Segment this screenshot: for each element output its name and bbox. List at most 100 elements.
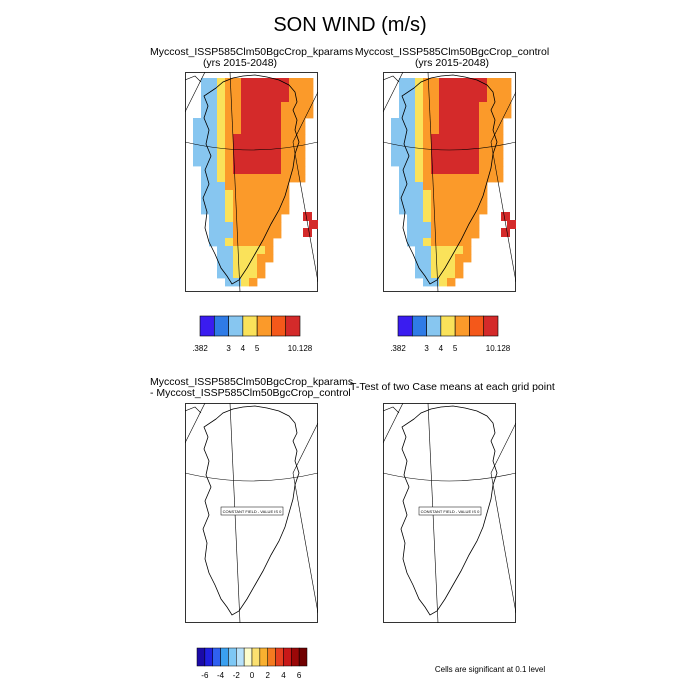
wind-cell	[217, 110, 226, 119]
wind-cell	[217, 254, 226, 263]
wind-cell	[447, 158, 456, 167]
wind-cell	[249, 238, 258, 247]
colorbar-box	[243, 647, 253, 667]
wind-cell	[257, 246, 266, 255]
colorbar-tick-label: 4	[281, 671, 286, 680]
wind-cell	[431, 110, 440, 119]
wind-cell	[225, 278, 234, 287]
wind-cell	[241, 230, 250, 239]
wind-cell	[289, 150, 298, 159]
colorbar-box	[251, 647, 261, 667]
wind-cell	[217, 118, 226, 127]
longitude-line	[490, 472, 516, 614]
wind-cell	[431, 206, 440, 215]
wind-cell	[193, 126, 202, 135]
wind-cell	[471, 94, 480, 103]
wind-cell	[407, 230, 416, 239]
wind-cell	[257, 94, 266, 103]
wind-cell	[225, 78, 234, 87]
wind-cell	[495, 158, 504, 167]
wind-cell	[249, 150, 258, 159]
wind-cell	[225, 214, 234, 223]
wind-cell	[241, 110, 250, 119]
wind-cell	[463, 102, 472, 111]
wind-cell	[209, 134, 218, 143]
wind-cell	[297, 110, 306, 119]
wind-cell	[447, 230, 456, 239]
wind-cell	[233, 150, 242, 159]
wind-cell	[257, 198, 266, 207]
wind-cell	[273, 150, 282, 159]
wind-cell	[225, 246, 234, 255]
wind-cell	[233, 262, 242, 271]
constant-field-label: CONSTANT FIELD - VALUE IS 0	[421, 509, 480, 514]
wind-cell	[217, 174, 226, 183]
wind-cell	[241, 246, 250, 255]
longitude-line	[292, 472, 318, 614]
wind-cell	[479, 198, 488, 207]
wind-cell	[463, 158, 472, 167]
wind-cell	[415, 246, 424, 255]
wind-cell	[391, 150, 400, 159]
colorbar-box	[220, 647, 229, 667]
wind-cell	[241, 278, 250, 287]
wind-cell	[455, 182, 464, 191]
wind-cell	[257, 206, 266, 215]
wind-cell	[471, 230, 480, 239]
wind-cell	[415, 238, 424, 247]
wind-cell	[281, 206, 290, 215]
wind-cell	[241, 78, 250, 87]
wind-cell	[217, 230, 226, 239]
wind-cell	[249, 142, 258, 151]
colorbar-box	[275, 647, 284, 667]
wind-cell	[431, 278, 440, 287]
wind-cell	[273, 166, 282, 175]
wind-cell	[463, 94, 472, 103]
wind-cell	[265, 94, 274, 103]
wind-cell	[447, 246, 456, 255]
wind-cell	[471, 78, 480, 87]
longitude-line	[185, 403, 206, 444]
wind-cell	[463, 126, 472, 135]
wind-cell	[241, 262, 250, 271]
wind-cell	[297, 86, 306, 95]
wind-cell	[249, 102, 258, 111]
wind-cell	[431, 270, 440, 279]
wind-cell	[415, 166, 424, 175]
colorbar-tick-label: 10.128	[288, 344, 313, 353]
wind-cell	[495, 134, 504, 143]
wind-cell	[407, 134, 416, 143]
wind-cell	[225, 262, 234, 271]
wind-cell	[423, 246, 432, 255]
map-panel-difference: CONSTANT FIELD - VALUE IS 0	[185, 403, 318, 623]
wind-cell	[487, 174, 496, 183]
panel-3-title-line1: Myccost_ISSP585Clm50BgcCrop_kparams	[150, 376, 354, 388]
wind-cell	[463, 174, 472, 183]
wind-cell	[201, 206, 210, 215]
wind-cell	[273, 222, 282, 231]
wind-cell	[273, 94, 282, 103]
wind-cell	[447, 270, 456, 279]
wind-cell	[257, 238, 266, 247]
wind-cell	[423, 222, 432, 231]
wind-cell	[471, 142, 480, 151]
greenland-coastline	[400, 74, 498, 285]
constant-field-box	[418, 506, 482, 516]
wind-cell	[249, 222, 258, 231]
wind-cell	[209, 206, 218, 215]
wind-cell	[289, 142, 298, 151]
wind-cell	[249, 190, 258, 199]
wind-cell	[471, 158, 480, 167]
colorbar-box	[267, 647, 276, 667]
wind-cell	[257, 166, 266, 175]
colorbar-box	[199, 315, 215, 337]
wind-cell	[431, 94, 440, 103]
wind-cell	[193, 158, 202, 167]
wind-cell	[217, 182, 226, 191]
wind-cell	[273, 126, 282, 135]
wind-cell	[407, 102, 416, 111]
wind-cell	[217, 262, 226, 271]
wind-cell	[217, 134, 226, 143]
wind-cell	[463, 230, 472, 239]
wind-cell	[303, 228, 312, 237]
